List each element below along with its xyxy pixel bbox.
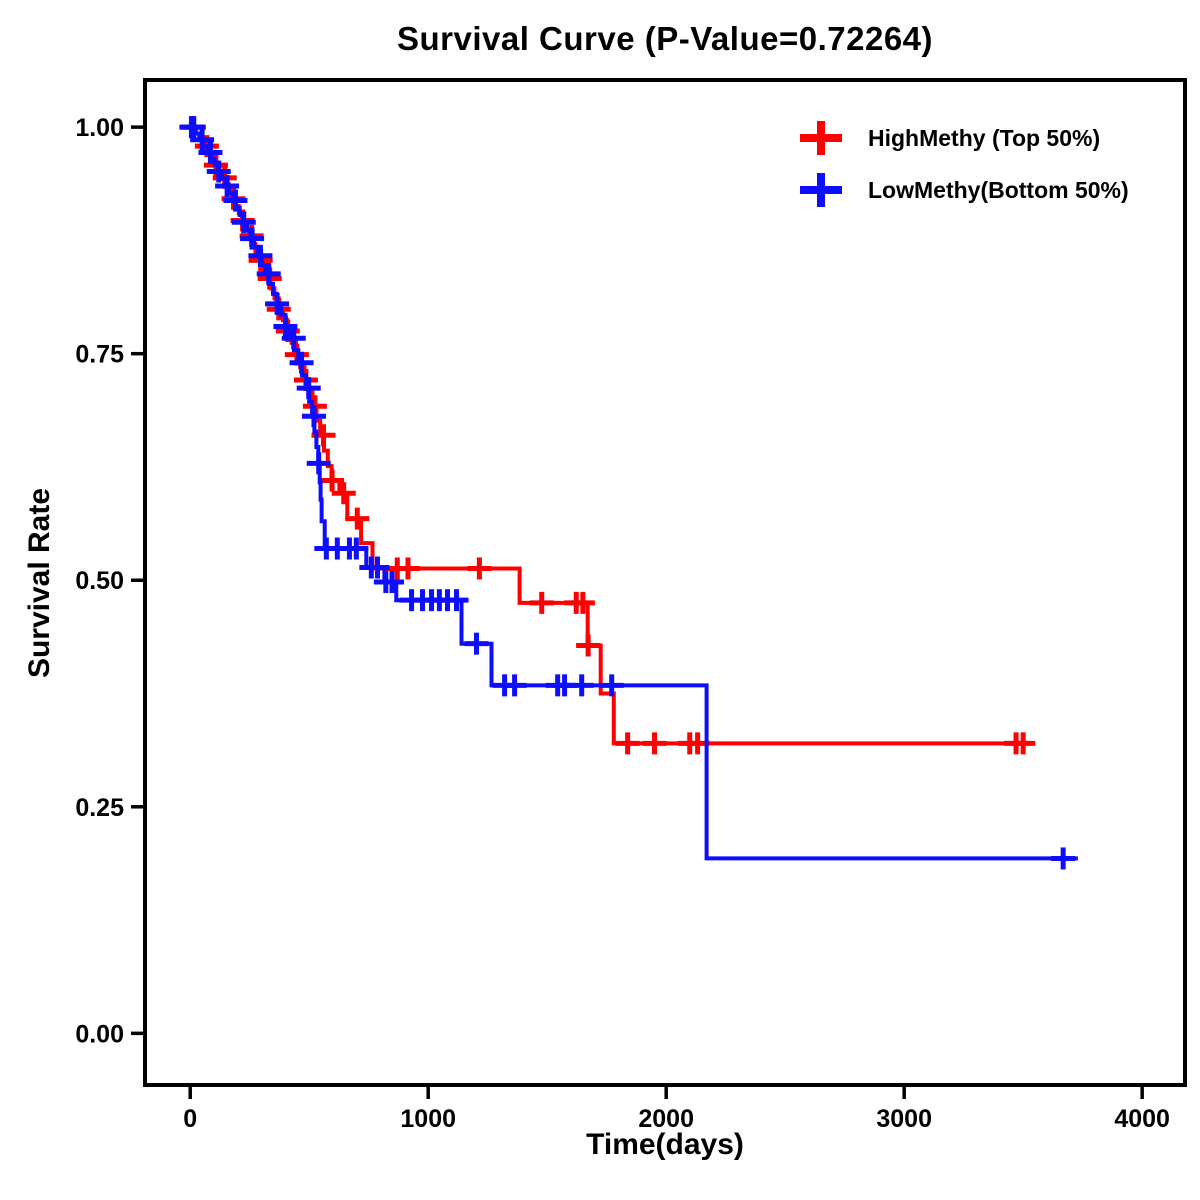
censor-plus-icon — [800, 173, 842, 207]
y-axis-label: Survival Rate — [23, 487, 56, 679]
y-tick-label: 0.50 — [75, 567, 124, 595]
legend-label-lowmethy: LowMethy(Bottom 50%) — [868, 176, 1129, 203]
legend-item-highmethy: HighMethy (Top 50%) — [800, 112, 1129, 164]
legend-label-highmethy: HighMethy (Top 50%) — [868, 124, 1101, 151]
y-tick-label: 0.25 — [75, 794, 124, 822]
plot-panel — [143, 78, 1187, 1087]
x-axis-label: Time(days) — [586, 1128, 744, 1161]
x-tick-label: 2000 — [638, 1105, 694, 1133]
x-tick-label: 1000 — [400, 1105, 456, 1133]
chart-title: Survival Curve (P-Value=0.72264) — [396, 20, 934, 57]
y-tick-label: 0.00 — [75, 1020, 124, 1048]
x-tick-label: 0 — [183, 1105, 197, 1133]
survival-curve-lowmethy — [190, 125, 1078, 861]
x-tick-label: 4000 — [1114, 1105, 1170, 1133]
y-tick-label: 0.75 — [75, 341, 124, 369]
censor-plus-icon — [800, 121, 842, 155]
legend-item-lowmethy: LowMethy(Bottom 50%) — [800, 164, 1129, 216]
y-tick-label: 1.00 — [75, 114, 124, 142]
legend: HighMethy (Top 50%) LowMethy(Bottom 50%) — [800, 112, 1129, 216]
x-tick-label: 3000 — [876, 1105, 932, 1133]
